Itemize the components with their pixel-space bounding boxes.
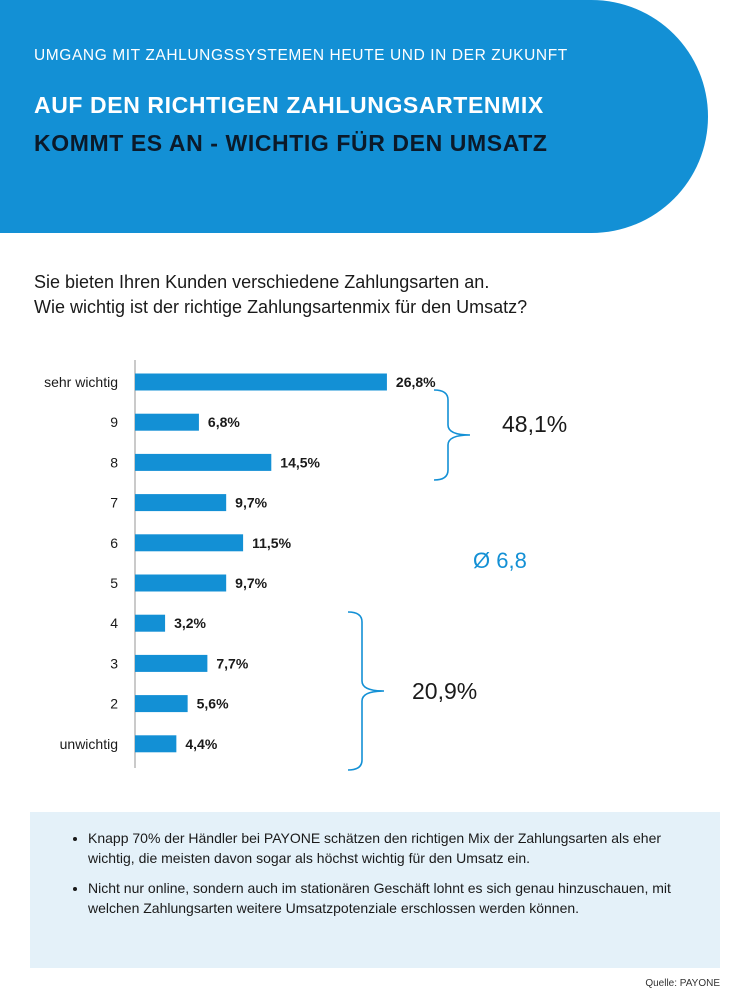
question-line1: Sie bieten Ihren Kunden verschiedene Zah…: [34, 272, 490, 292]
bar-9: [135, 695, 188, 713]
bracket-top-group: [433, 389, 471, 481]
survey-question: Sie bieten Ihren Kunden verschiedene Zah…: [34, 270, 527, 320]
annotation-top-share: 48,1%: [502, 411, 567, 437]
info-bullet-list: Knapp 70% der Händler bei PAYONE schätze…: [30, 812, 720, 918]
bar-chart: sehr wichtig 26,8% 9 6,8% 8 14,5% 7 9,7% 6 11,5% 5…: [44, 360, 567, 771]
value-label-4: 9,7%: [235, 495, 267, 511]
value-label-10: 4,4%: [185, 736, 217, 752]
info-box: Knapp 70% der Händler bei PAYONE schätze…: [30, 812, 720, 968]
header-banner: UMGANG MIT ZAHLUNGSSYSTEMEN HEUTE UND IN…: [0, 0, 708, 233]
category-label-8: 3: [110, 655, 118, 671]
bar-2: [135, 413, 199, 431]
annotation-average: Ø 6,8: [473, 548, 527, 573]
info-bullet-2: Nicht nur online, sondern auch im statio…: [88, 878, 680, 918]
category-label-3: 8: [110, 454, 118, 470]
annotation-bottom-share: 20,9%: [412, 678, 477, 704]
category-label-1: sehr wichtig: [44, 374, 118, 390]
bar-10: [135, 735, 177, 753]
info-bullet-1: Knapp 70% der Händler bei PAYONE schätze…: [88, 828, 680, 868]
category-label-10: unwichtig: [60, 736, 118, 752]
category-label-6: 5: [110, 575, 118, 591]
header-kicker: UMGANG MIT ZAHLUNGSSYSTEMEN HEUTE UND IN…: [34, 47, 568, 64]
value-label-1: 26,8%: [396, 374, 436, 390]
category-label-7: 4: [110, 615, 118, 631]
value-label-8: 7,7%: [216, 655, 248, 671]
header-title-line2: KOMMT ES AN - WICHTIG FÜR DEN UMSATZ: [34, 130, 548, 156]
value-label-6: 9,7%: [235, 575, 267, 591]
bar-6: [135, 574, 227, 592]
source-note: Quelle: PAYONE: [645, 978, 720, 989]
category-label-5: 6: [110, 535, 118, 551]
category-label-2: 9: [110, 414, 118, 430]
category-label-4: 7: [110, 495, 118, 511]
bracket-bottom-group: [347, 611, 385, 771]
bar-7: [135, 614, 166, 632]
bar-5: [135, 534, 244, 552]
value-label-3: 14,5%: [280, 454, 320, 470]
question-line2: Wie wichtig ist der richtige Zahlungsart…: [34, 297, 528, 317]
bar-1: [135, 373, 387, 391]
bar-4: [135, 494, 227, 512]
bar-3: [135, 453, 272, 471]
value-label-2: 6,8%: [208, 414, 240, 430]
value-label-9: 5,6%: [197, 696, 229, 712]
header-title-line1: AUF DEN RICHTIGEN ZAHLUNGSARTENMIX: [34, 92, 544, 118]
category-label-9: 2: [110, 696, 118, 712]
value-label-5: 11,5%: [252, 535, 291, 551]
bar-8: [135, 654, 208, 672]
value-label-7: 3,2%: [174, 615, 206, 631]
